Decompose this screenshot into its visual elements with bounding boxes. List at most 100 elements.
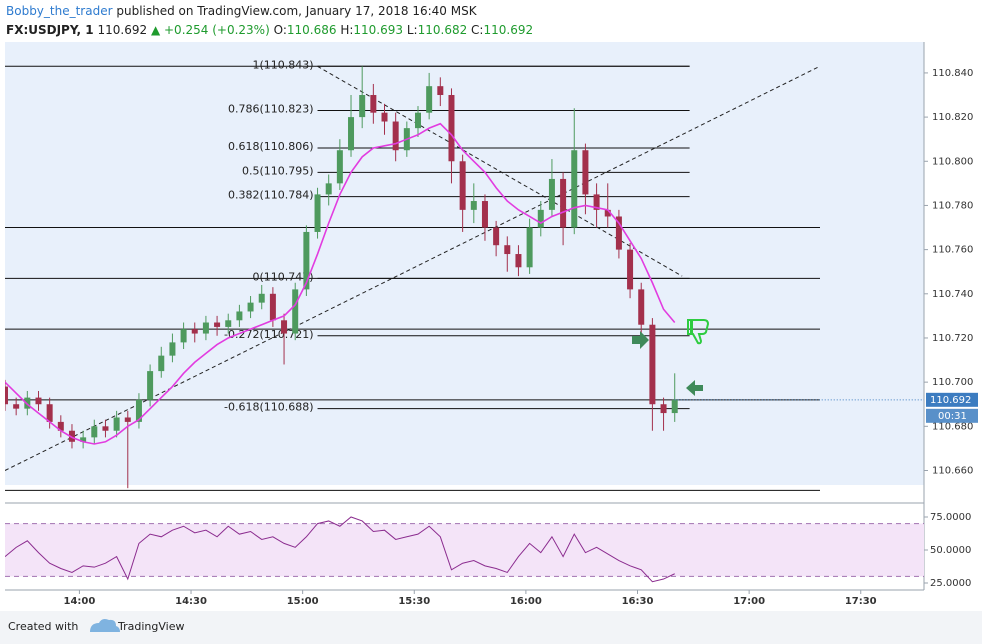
candle-body (671, 399, 678, 414)
candle-body (158, 355, 165, 372)
chart-layers: 1(110.843) 0.786(110.823) 0.618(110.806) 0.… (5, 58, 978, 607)
y-tick-label: 110.680 (932, 421, 973, 432)
candle-body (180, 329, 187, 343)
candle-body (348, 117, 355, 151)
candle-body (571, 150, 578, 228)
fib-label: 1(110.843) (252, 58, 313, 71)
rsi-line (5, 516, 675, 583)
candle-body (91, 426, 98, 438)
open-label: O: (274, 23, 287, 37)
candle-body (548, 178, 555, 210)
rsi-plot (5, 516, 924, 583)
arrow-icon (686, 380, 703, 396)
fib-label: -0.618(110.688) (224, 401, 314, 414)
candle-body (414, 112, 421, 129)
candle-body (236, 311, 243, 321)
candle-body (292, 289, 299, 334)
fib-label: 0.618(110.806) (228, 140, 314, 153)
candle-body (281, 320, 288, 334)
y-tick-label: 25.0000 (930, 578, 971, 589)
thumbs-down-icon (687, 319, 710, 345)
y-tick-label: 110.840 (932, 68, 973, 79)
y-tick-label: 110.720 (932, 333, 973, 344)
last-price-box (926, 392, 978, 407)
y-tick-label: 110.800 (932, 156, 973, 167)
logo (90, 619, 120, 632)
y-tick-label: 50.0000 (930, 545, 971, 556)
close-value: 110.692 (483, 23, 533, 37)
candle-body (80, 437, 87, 442)
open-value: 110.686 (287, 23, 337, 37)
x-tick-label: 14:30 (175, 596, 207, 607)
candle-body (426, 86, 433, 113)
candle-body (68, 430, 75, 442)
candle-body (247, 302, 254, 312)
fib-label: 0(110.747) (252, 270, 313, 283)
candle-body (582, 150, 589, 195)
candle-body (359, 95, 366, 118)
candle-body (46, 404, 53, 422)
y-tick-label: 110.740 (932, 289, 973, 300)
candle-body (392, 121, 399, 151)
footer-bar (0, 611, 982, 644)
candle-body (504, 245, 511, 255)
candle-body (124, 417, 131, 422)
moving-average (5, 122, 676, 445)
x-tick-label: 14:00 (63, 596, 95, 607)
trend-line (5, 65, 821, 471)
y-tick-label: 110.700 (932, 377, 973, 388)
candle-body (135, 399, 142, 422)
main-pane (5, 42, 924, 485)
author[interactable]: Bobby_the_trader (6, 4, 113, 18)
candle-body (5, 386, 8, 405)
candle-body (526, 227, 533, 268)
price: 110.692 (97, 23, 147, 37)
candle-body (57, 421, 64, 431)
candle-body (370, 95, 377, 113)
candle-body (336, 150, 343, 184)
candle-body (147, 371, 154, 400)
x-tick-label: 16:30 (622, 596, 654, 607)
candle-body (113, 417, 120, 431)
candle-body (191, 329, 198, 334)
candle-body (638, 289, 645, 325)
candle-body (225, 320, 232, 327)
main-plot: 1(110.843) 0.786(110.823) 0.618(110.806) 0.… (5, 58, 821, 491)
close-label: C: (471, 23, 483, 37)
rsi-band (5, 523, 924, 577)
y-tick-label: 110.660 (932, 465, 973, 476)
pane-gap (5, 485, 924, 497)
countdown-label: 00:31 (938, 411, 967, 422)
fib-label: 0.786(110.823) (228, 102, 314, 115)
candle-body (437, 86, 444, 96)
candle-body (537, 209, 544, 228)
candle-body (515, 254, 522, 268)
change: +0.254 (+0.23%) (164, 23, 270, 37)
candle-body (202, 322, 209, 334)
candle-body (660, 404, 667, 414)
candle-body (214, 322, 221, 327)
footer-created: Created with (8, 620, 78, 633)
candle-body (381, 112, 388, 122)
high-label: H: (340, 23, 353, 37)
candle-body (593, 194, 600, 210)
candle-body (269, 293, 276, 321)
candle-body (493, 227, 500, 246)
footer-brand[interactable]: TradingView (117, 620, 184, 633)
candle-body (258, 293, 265, 303)
candle-body (470, 201, 477, 210)
y-tick-label: 110.760 (932, 245, 973, 256)
candle-body (303, 231, 310, 290)
candle-body (560, 178, 567, 228)
candle-body (13, 404, 20, 409)
symbol: FX:USDJPY, 1 (6, 23, 94, 37)
candle-body (627, 249, 634, 290)
high-value: 110.693 (353, 23, 403, 37)
candle-body (615, 216, 622, 250)
candle-body (459, 161, 466, 210)
quote-line: FX:USDJPY, 1 110.692 ▲ +0.254 (+0.23%) O… (6, 23, 533, 37)
candle-body (102, 426, 109, 431)
header-line: Bobby_the_trader published on TradingVie… (6, 4, 478, 18)
y-tick-label: 110.820 (932, 112, 973, 123)
